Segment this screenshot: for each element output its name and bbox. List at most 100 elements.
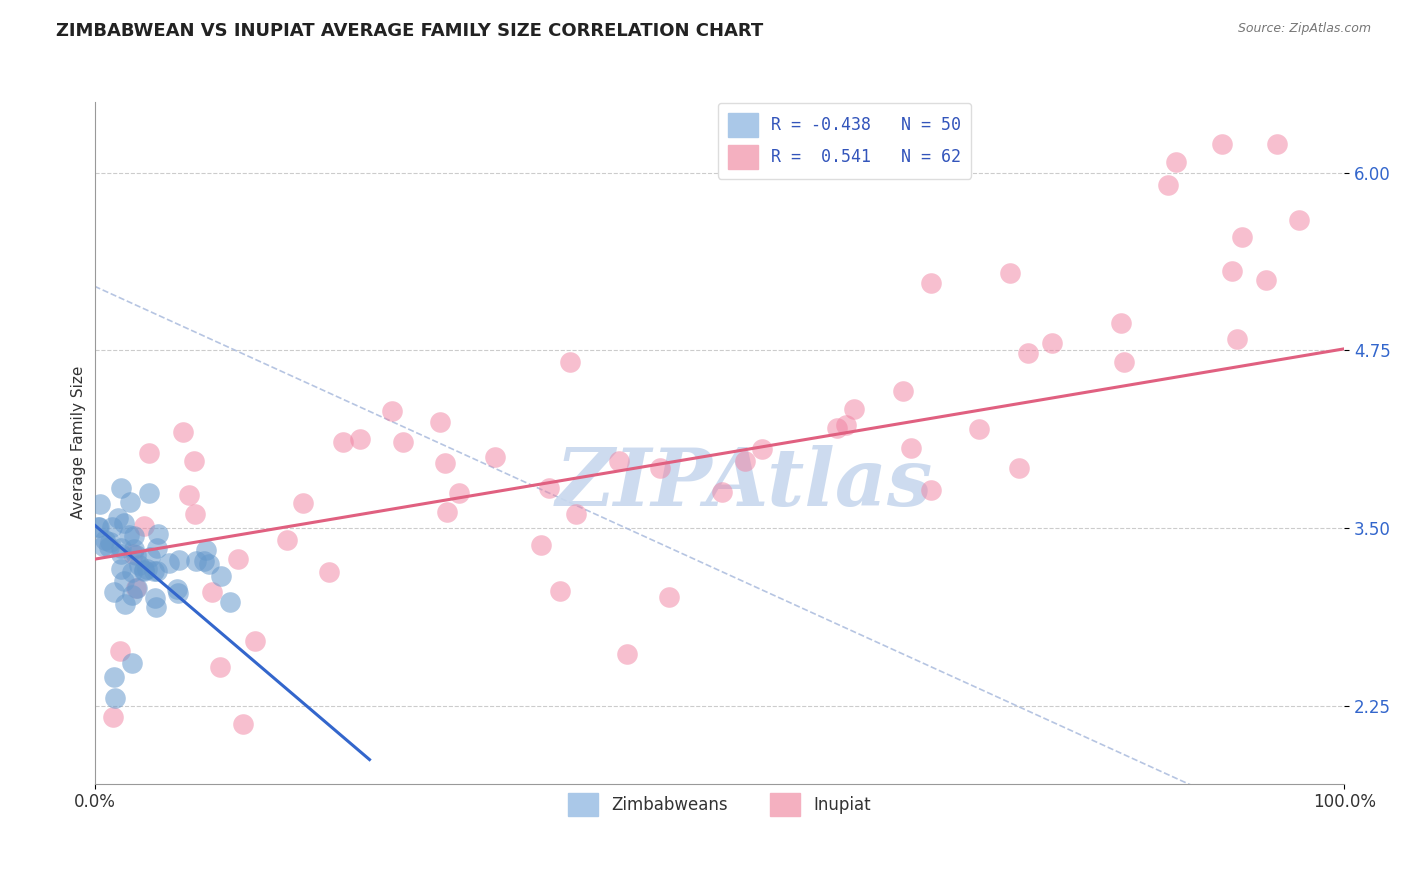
Point [193, 554, 215, 568]
Point [1040, 335, 1063, 350]
Point [734, 454, 756, 468]
Point [1017, 346, 1039, 360]
Point [121, 589, 143, 603]
Point [434, 456, 457, 470]
Text: ZIMBABWEAN VS INUPIAT AVERAGE FAMILY SIZE CORRELATION CHART: ZIMBABWEAN VS INUPIAT AVERAGE FAMILY SIZ… [56, 22, 763, 40]
Point [1211, 137, 1233, 152]
Point [121, 656, 143, 670]
Point [128, 558, 150, 572]
Point [219, 595, 242, 609]
Legend: Zimbabweans, Inupiat: Zimbabweans, Inupiat [561, 786, 877, 823]
Point [167, 586, 190, 600]
Point [1164, 155, 1187, 169]
Point [136, 562, 159, 576]
Point [1230, 229, 1253, 244]
Point [120, 495, 142, 509]
Point [998, 266, 1021, 280]
Point [98, 540, 121, 554]
Point [98, 535, 121, 549]
Point [146, 541, 169, 555]
Point [292, 496, 315, 510]
Text: Source: ZipAtlas.com: Source: ZipAtlas.com [1237, 22, 1371, 36]
Point [167, 553, 190, 567]
Point [110, 562, 132, 576]
Point [122, 529, 145, 543]
Point [209, 569, 232, 583]
Point [891, 384, 914, 398]
Point [825, 421, 848, 435]
Point [198, 558, 221, 572]
Point [143, 565, 166, 579]
Point [104, 691, 127, 706]
Point [967, 422, 990, 436]
Point [121, 565, 143, 579]
Point [110, 547, 132, 561]
Point [1288, 213, 1310, 227]
Point [146, 564, 169, 578]
Point [118, 528, 141, 542]
Point [148, 527, 170, 541]
Point [110, 541, 132, 555]
Point [658, 590, 681, 604]
Point [132, 563, 155, 577]
Point [183, 454, 205, 468]
Point [184, 554, 207, 568]
Point [920, 276, 942, 290]
Point [842, 401, 865, 416]
Point [157, 556, 180, 570]
Point [145, 600, 167, 615]
Point [125, 549, 148, 563]
Point [1226, 332, 1249, 346]
Point [125, 581, 148, 595]
Point [751, 442, 773, 457]
Point [332, 434, 354, 449]
Point [537, 481, 560, 495]
Text: ZIPAtlas: ZIPAtlas [555, 445, 934, 523]
Point [484, 450, 506, 465]
Point [145, 591, 167, 606]
Point [91, 539, 114, 553]
Point [1008, 461, 1031, 475]
Point [138, 486, 160, 500]
Point [564, 507, 586, 521]
Y-axis label: Average Family Size: Average Family Size [72, 366, 86, 519]
Point [226, 552, 249, 566]
Point [112, 516, 135, 531]
Point [134, 518, 156, 533]
Point [232, 717, 254, 731]
Point [122, 541, 145, 556]
Point [276, 533, 298, 547]
Point [114, 597, 136, 611]
Point [103, 584, 125, 599]
Point [349, 432, 371, 446]
Point [429, 415, 451, 429]
Point [101, 709, 124, 723]
Point [436, 505, 458, 519]
Point [392, 434, 415, 449]
Point [318, 565, 340, 579]
Point [195, 542, 218, 557]
Point [108, 644, 131, 658]
Point [1114, 355, 1136, 369]
Point [127, 581, 149, 595]
Point [183, 507, 205, 521]
Point [1265, 137, 1288, 152]
Point [648, 461, 671, 475]
Point [900, 441, 922, 455]
Point [110, 482, 132, 496]
Point [530, 538, 553, 552]
Point [166, 582, 188, 596]
Point [560, 355, 582, 369]
Point [201, 584, 224, 599]
Point [122, 547, 145, 561]
Point [172, 425, 194, 439]
Point [1109, 316, 1132, 330]
Point [607, 454, 630, 468]
Point [381, 404, 404, 418]
Point [1157, 178, 1180, 192]
Point [177, 488, 200, 502]
Point [107, 511, 129, 525]
Point [1254, 272, 1277, 286]
Point [920, 483, 942, 497]
Point [243, 634, 266, 648]
